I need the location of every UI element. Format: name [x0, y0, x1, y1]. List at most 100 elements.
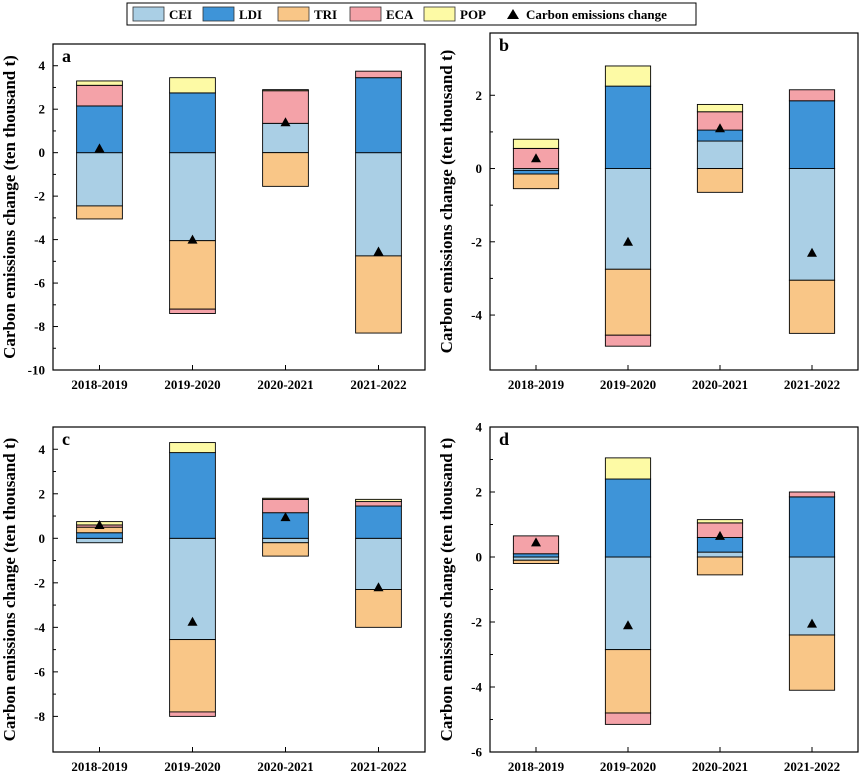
y-tick-label: 0 — [476, 161, 483, 176]
bar-pop-2021-2022 — [355, 498, 402, 503]
y-tick-label: -8 — [34, 319, 45, 334]
bar-eca-2019-2020 — [169, 308, 216, 314]
panel-label: b — [499, 35, 509, 55]
y-tick-label: 0 — [39, 531, 46, 546]
marker-carbon-emissions-change-2021-2022 — [807, 618, 817, 628]
x-tick-label-2018-2019: 2018-2019 — [71, 759, 128, 774]
bar-tri-2021-2022 — [788, 279, 836, 334]
y-tick-label: -4 — [34, 232, 45, 247]
marker-carbon-emissions-change-2020-2021 — [280, 117, 291, 127]
bar-ldi-2021-2022 — [788, 100, 836, 169]
panels: -10 -8 -6 -4 -2 0 2 4 2018-2019 2019-2020 2020-202… — [0, 32, 859, 774]
bar-tri-2019-2020 — [604, 268, 652, 336]
bar-tri-2019-2020 — [169, 240, 216, 310]
bar-tri-2021-2022 — [355, 255, 402, 334]
legend-swatch-pop — [423, 6, 456, 22]
y-tick-label: -2 — [34, 189, 45, 204]
panel-label: d — [499, 429, 509, 449]
bar-cei-2021-2022 — [788, 168, 836, 281]
y-tick-label: -2 — [471, 234, 482, 249]
bar-eca-2021-2022 — [355, 70, 402, 79]
panel-a: -10 -8 -6 -4 -2 0 2 4 2018-2019 2019-2020 2020-202… — [0, 43, 426, 392]
bar-ldi-2018-2019 — [512, 169, 560, 175]
y-tick-label: 2 — [39, 486, 46, 501]
marker-carbon-emissions-change-2019-2020 — [187, 234, 198, 244]
y-tick-label: -10 — [28, 363, 45, 378]
bar-tri-2018-2019 — [76, 205, 123, 220]
y-axis-label: Carbon emissions change (ten thousand t) — [437, 50, 456, 354]
bar-tri-2021-2022 — [355, 589, 402, 628]
y-tick-label: 0 — [476, 550, 483, 565]
marker-carbon-emissions-change-2018-2019 — [94, 519, 105, 529]
bar-cei-2020-2021 — [696, 140, 744, 169]
x-tick-label-2020-2021: 2020-2021 — [257, 759, 313, 774]
bar-ldi-2018-2019 — [76, 532, 123, 539]
bar-cei-2018-2019 — [76, 152, 123, 207]
x-tick-label-2021-2022: 2021-2022 — [784, 377, 840, 392]
bar-cei-2019-2020 — [604, 168, 652, 270]
bar-ldi-2019-2020 — [604, 85, 652, 169]
bar-eca-2020-2021 — [262, 498, 309, 514]
panel-b: -4 -2 0 2 2018-2019 2019-2020 2020-2021 2021-20… — [437, 32, 859, 392]
y-tick-label: -2 — [471, 615, 482, 630]
marker-carbon-emissions-change-2019-2020 — [623, 236, 633, 246]
y-axis-label: Carbon emissions change (ten thousand t) — [437, 438, 456, 742]
bar-eca-2019-2020 — [604, 712, 652, 725]
bar-pop-2019-2020 — [169, 77, 216, 94]
plot-frame — [489, 32, 859, 371]
bar-pop-2019-2020 — [604, 65, 652, 87]
plot-frame — [52, 43, 426, 371]
x-tick-label-2019-2020: 2019-2020 — [164, 759, 220, 774]
bar-eca-2021-2022 — [788, 89, 836, 102]
x-tick-label-2020-2021: 2020-2021 — [692, 377, 748, 392]
y-tick-label: -4 — [34, 620, 45, 635]
y-tick-label: 4 — [39, 442, 46, 457]
bar-ldi-2019-2020 — [169, 92, 216, 154]
legend-label-eca: ECA — [386, 7, 414, 22]
y-tick-label: -4 — [471, 308, 482, 323]
bar-ldi-2021-2022 — [788, 496, 836, 558]
x-tick-label-2019-2020: 2019-2020 — [600, 377, 656, 392]
y-tick-label: 4 — [39, 58, 46, 73]
bar-cei-2020-2021 — [262, 122, 309, 154]
x-tick-label-2021-2022: 2021-2022 — [350, 759, 406, 774]
bar-tri-2019-2020 — [169, 639, 216, 713]
x-tick-label-2019-2020: 2019-2020 — [164, 377, 220, 392]
legend-label-pop: POP — [460, 7, 486, 22]
y-tick-label: -6 — [34, 664, 45, 679]
y-tick-label: -6 — [34, 276, 45, 291]
marker-carbon-emissions-change-2020-2021 — [715, 123, 725, 133]
legend-label-ldi: LDI — [239, 7, 262, 22]
legend-label-tri: TRI — [314, 7, 337, 22]
bar-ldi-2021-2022 — [355, 505, 402, 539]
bar-tri-2020-2021 — [696, 556, 744, 576]
legend: CEI LDI TRI ECA POP Carbon emissions change — [126, 2, 697, 26]
bar-eca-2021-2022 — [788, 491, 836, 498]
y-tick-label: 2 — [476, 485, 483, 500]
bar-tri-2019-2020 — [604, 649, 652, 714]
bar-cei-2021-2022 — [355, 152, 402, 257]
bar-tri-2021-2022 — [788, 634, 836, 691]
marker-carbon-emissions-change-2018-2019 — [531, 153, 541, 163]
marker-carbon-emissions-change-2019-2020 — [187, 616, 198, 626]
bar-cei-2019-2020 — [604, 556, 652, 651]
bar-eca-2019-2020 — [604, 334, 652, 347]
bar-ldi-2019-2020 — [604, 478, 652, 558]
bar-cei-2020-2021 — [696, 551, 744, 558]
x-tick-label-2021-2022: 2021-2022 — [350, 377, 406, 392]
legend-swatch-cei — [132, 6, 165, 22]
y-tick-label: 2 — [39, 102, 46, 117]
marker-carbon-emissions-change-2020-2021 — [715, 530, 725, 540]
bar-cei-2018-2019 — [76, 537, 123, 544]
panel-label: c — [62, 429, 70, 449]
bar-pop-2019-2020 — [604, 457, 652, 480]
bar-pop-2020-2021 — [262, 497, 309, 500]
y-tick-label: -2 — [34, 575, 45, 590]
bar-ldi-2019-2020 — [169, 452, 216, 539]
marker-carbon-emissions-change-2021-2022 — [807, 247, 817, 257]
bar-tri-2020-2021 — [262, 152, 309, 187]
x-tick-label-2018-2019: 2018-2019 — [508, 759, 565, 774]
marker-carbon-emissions-change-2021-2022 — [373, 246, 384, 256]
bar-pop-2020-2021 — [696, 103, 744, 113]
legend-marker-triangle — [507, 9, 519, 19]
